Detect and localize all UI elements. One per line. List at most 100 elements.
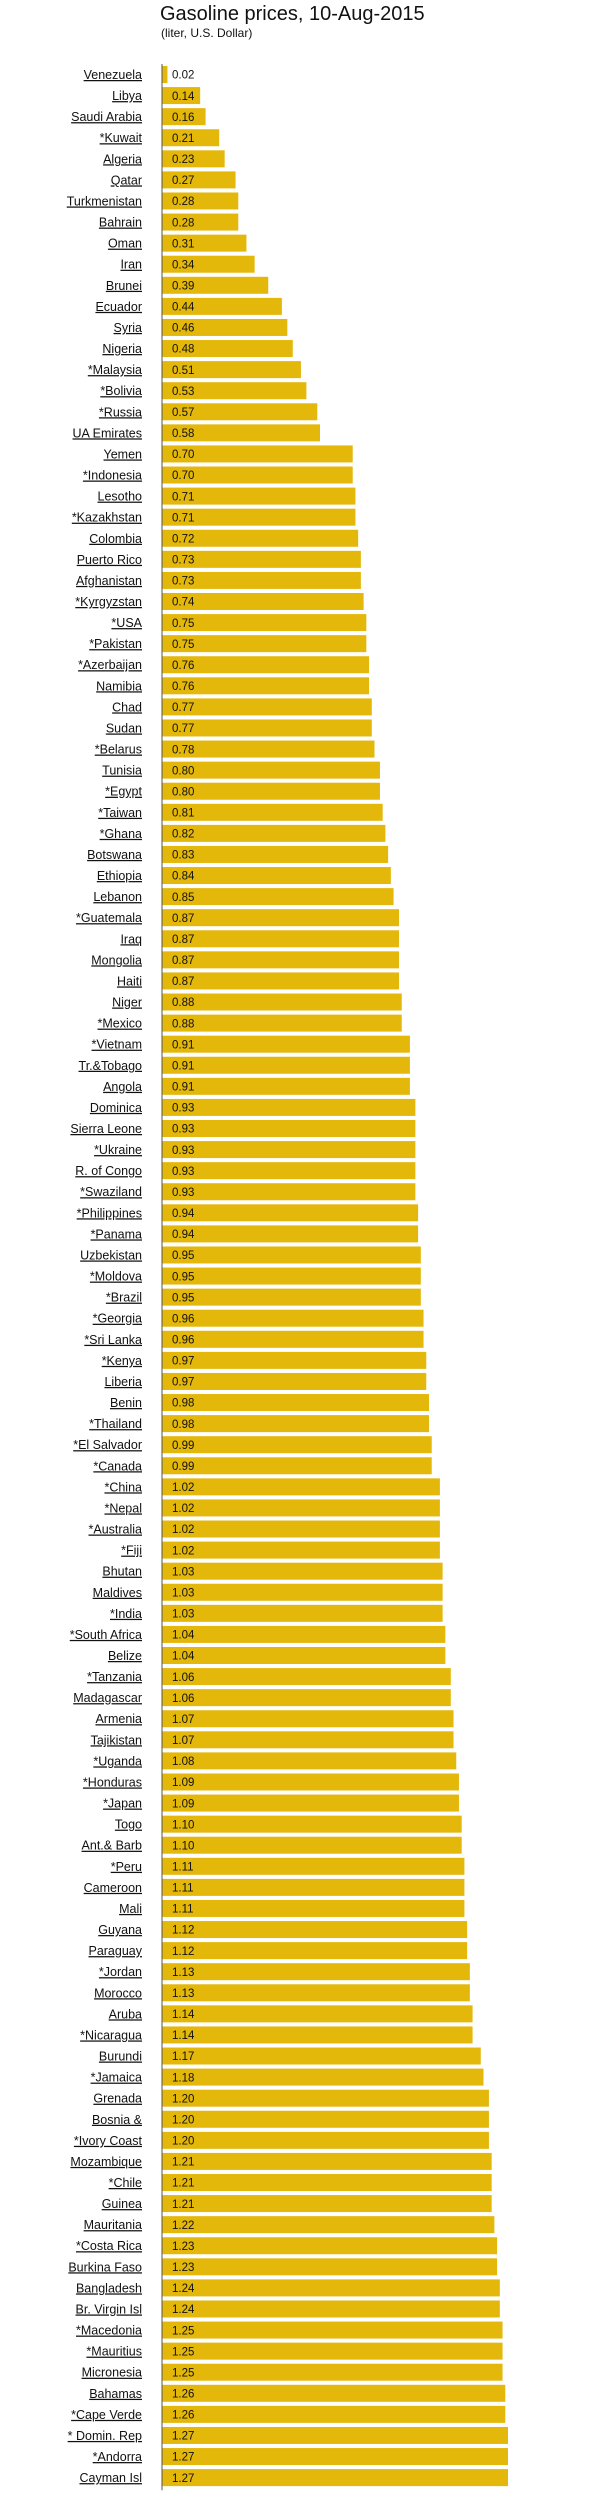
- category-label: Bhutan: [102, 1565, 142, 1579]
- value-label: 0.70: [172, 470, 194, 482]
- category-label: Grenada: [93, 2092, 142, 2106]
- category-label: UA Emirates: [73, 426, 142, 440]
- category-label: Maldives: [93, 1586, 142, 1600]
- value-label: 1.14: [172, 2009, 195, 2021]
- category-label: *El Salvador: [73, 1438, 142, 1452]
- bar-113: [162, 2448, 508, 2466]
- category-label: *Costa Rica: [76, 2239, 142, 2253]
- bar-109: [162, 2363, 503, 2381]
- category-label: * Domin. Rep: [68, 2429, 142, 2443]
- bar-107: [162, 2321, 503, 2339]
- value-label: 0.87: [172, 976, 194, 988]
- bar-81: [162, 1773, 459, 1791]
- category-label: Mongolia: [91, 953, 142, 967]
- bar-30: [162, 698, 372, 716]
- value-label: 0.73: [172, 576, 194, 588]
- category-label: Ant.& Barb: [82, 1839, 142, 1853]
- value-label: 0.72: [172, 533, 194, 545]
- value-label: 1.09: [172, 1798, 194, 1810]
- value-label: 1.25: [172, 2367, 194, 2379]
- category-label: Chad: [112, 700, 142, 714]
- category-label: Ecuador: [95, 300, 142, 314]
- category-label: Bosnia &: [92, 2113, 143, 2127]
- bar-103: [162, 2237, 498, 2255]
- value-label: 0.98: [172, 1419, 194, 1431]
- category-label: *Tanzania: [87, 1670, 142, 1684]
- bar-35: [162, 803, 383, 821]
- category-label: *Panama: [91, 1227, 142, 1241]
- category-label: Cayman Isl: [79, 2471, 142, 2485]
- value-label: 1.23: [172, 2241, 194, 2253]
- category-label: *Bolivia: [100, 384, 142, 398]
- value-label: 0.88: [172, 1018, 194, 1030]
- value-label: 0.16: [172, 112, 194, 124]
- category-label: *Kyrgyzstan: [75, 595, 142, 609]
- bar-38: [162, 867, 391, 885]
- category-label: Angola: [103, 1080, 142, 1094]
- category-label: *Nicaragua: [80, 2028, 142, 2042]
- bar-31: [162, 719, 372, 737]
- bar-2: [162, 108, 206, 126]
- category-label: *Russia: [99, 405, 142, 419]
- bar-95: [162, 2068, 484, 2086]
- value-label: 0.28: [172, 196, 194, 208]
- bar-88: [162, 1921, 468, 1939]
- bar-59: [162, 1309, 424, 1327]
- value-label: 0.53: [172, 386, 194, 398]
- value-label: 1.03: [172, 1609, 194, 1621]
- category-label: *Cape Verde: [71, 2408, 142, 2422]
- value-label: 1.10: [172, 1819, 194, 1831]
- value-label: 0.48: [172, 344, 194, 356]
- bar-4: [162, 150, 225, 168]
- category-label: *Taiwan: [98, 806, 142, 820]
- value-label: 0.87: [172, 955, 194, 967]
- value-label: 0.27: [172, 175, 194, 187]
- bar-77: [162, 1689, 451, 1707]
- category-label: Togo: [115, 1818, 142, 1832]
- value-label: 0.91: [172, 1039, 194, 1051]
- bar-39: [162, 888, 394, 906]
- category-label: Bahamas: [89, 2387, 142, 2401]
- bar-65: [162, 1436, 432, 1454]
- value-label: 1.18: [172, 2072, 194, 2084]
- value-label: 0.44: [172, 302, 195, 314]
- bar-78: [162, 1710, 454, 1728]
- bar-93: [162, 2026, 473, 2044]
- value-label: 0.93: [172, 1103, 194, 1115]
- category-label: *Thailand: [89, 1417, 142, 1431]
- value-label: 0.57: [172, 407, 194, 419]
- category-label: *China: [104, 1480, 142, 1494]
- value-label: 1.04: [172, 1630, 195, 1642]
- category-label: *Guatemala: [76, 911, 142, 925]
- category-label: *Japan: [103, 1797, 142, 1811]
- value-label: 0.93: [172, 1187, 194, 1199]
- value-label: 1.07: [172, 1714, 194, 1726]
- category-label: Oman: [108, 237, 142, 251]
- bar-21: [162, 508, 356, 526]
- value-label: 0.78: [172, 744, 194, 756]
- value-label: 0.14: [172, 91, 195, 103]
- category-label: Tunisia: [102, 764, 142, 778]
- value-label: 1.07: [172, 1735, 194, 1747]
- bar-70: [162, 1541, 440, 1559]
- value-label: 0.97: [172, 1377, 194, 1389]
- category-label: Paraguay: [88, 1944, 142, 1958]
- bar-56: [162, 1246, 421, 1264]
- category-label: Libya: [112, 89, 142, 103]
- category-label: Guinea: [102, 2197, 142, 2211]
- category-label: *Uganda: [93, 1754, 142, 1768]
- bar-105: [162, 2279, 500, 2297]
- value-label: 1.12: [172, 1925, 194, 1937]
- bar-54: [162, 1204, 419, 1222]
- bar-33: [162, 761, 380, 779]
- value-label: 0.28: [172, 217, 194, 229]
- category-label: Afghanistan: [76, 574, 142, 588]
- category-label: Madagascar: [73, 1691, 142, 1705]
- value-label: 1.13: [172, 1967, 194, 1979]
- category-label: Brunei: [106, 279, 142, 293]
- value-label: 0.91: [172, 1082, 194, 1094]
- bar-98: [162, 2131, 489, 2149]
- value-label: 1.11: [172, 1904, 194, 1916]
- value-label: 1.13: [172, 1988, 194, 2000]
- value-label: 0.98: [172, 1398, 194, 1410]
